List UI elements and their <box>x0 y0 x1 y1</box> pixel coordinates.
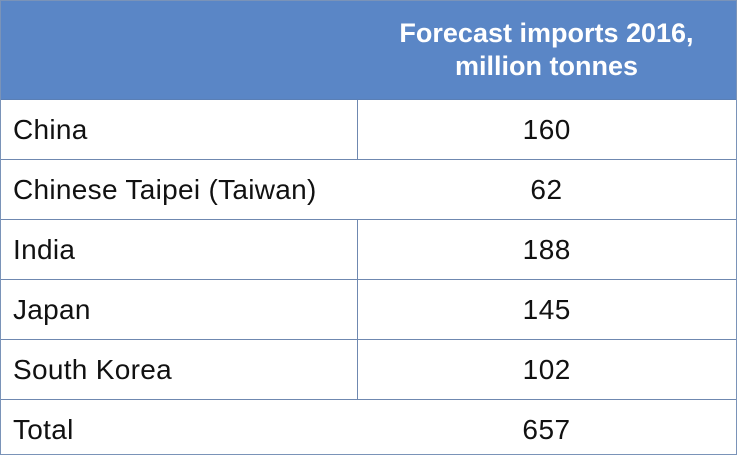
table-row: South Korea 102 <box>1 340 736 400</box>
table-row: Chinese Taipei (Taiwan) 62 <box>1 160 736 220</box>
column-header-line-2: million tonnes <box>361 50 732 83</box>
row-label-japan: Japan <box>1 280 357 340</box>
row-label-total: Total <box>1 400 357 459</box>
row-value-japan: 145 <box>357 280 736 340</box>
column-header-line-1: Forecast imports 2016, <box>361 17 732 50</box>
table-header-row: Forecast imports 2016, million tonnes <box>1 1 736 100</box>
row-value-south-korea: 102 <box>357 340 736 400</box>
table-row: Japan 145 <box>1 280 736 340</box>
row-label-india: India <box>1 220 357 280</box>
header-empty-cell <box>1 1 357 100</box>
row-value-taiwan: 62 <box>357 160 736 220</box>
row-label-taiwan: Chinese Taipei (Taiwan) <box>1 160 357 220</box>
column-header-forecast: Forecast imports 2016, million tonnes <box>357 1 736 100</box>
row-label-south-korea: South Korea <box>1 340 357 400</box>
table-row: India 188 <box>1 220 736 280</box>
row-value-india: 188 <box>357 220 736 280</box>
table-row-total: Total 657 <box>1 400 736 459</box>
row-value-total: 657 <box>357 400 736 459</box>
table-row: China 160 <box>1 100 736 160</box>
row-label-china: China <box>1 100 357 160</box>
row-value-china: 160 <box>357 100 736 160</box>
